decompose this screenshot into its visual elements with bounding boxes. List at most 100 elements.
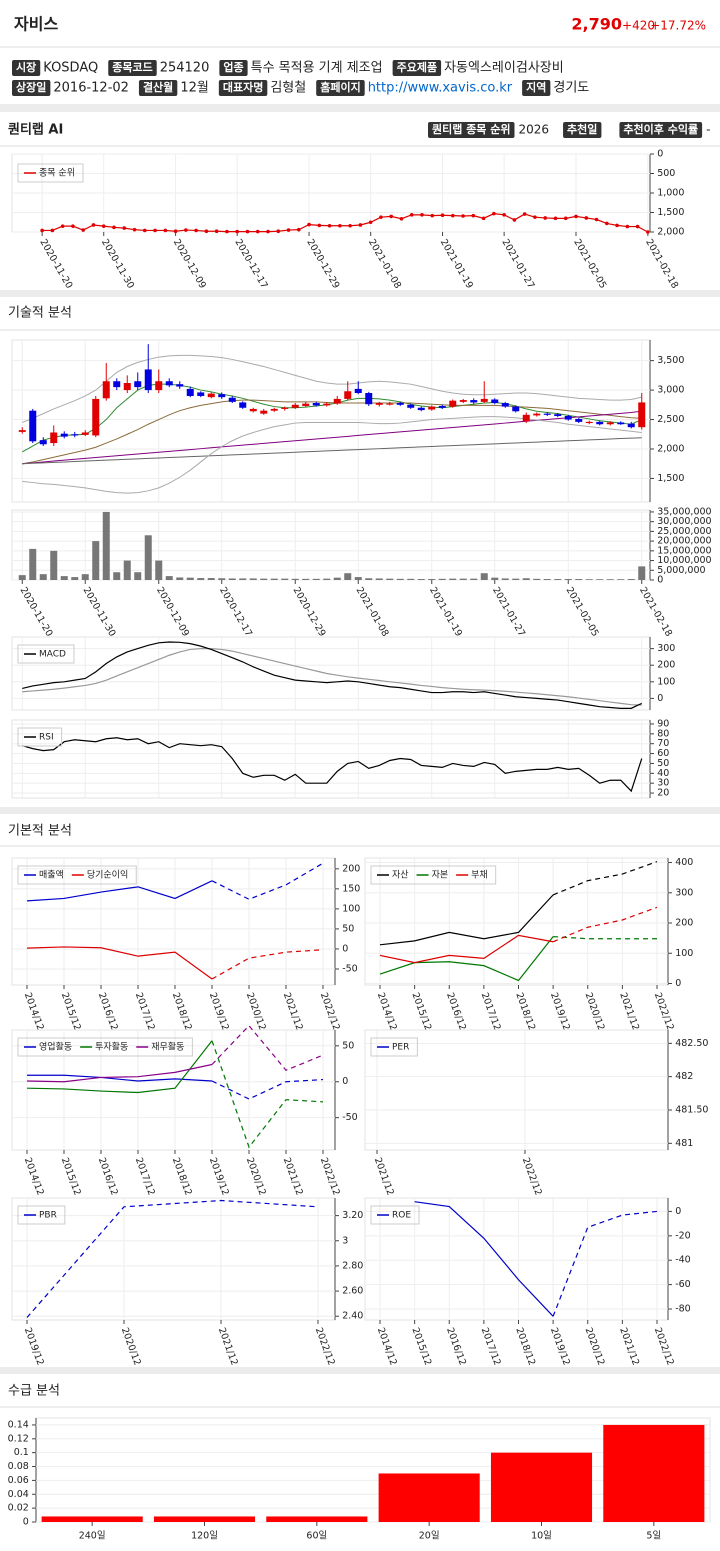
volume-bar	[365, 578, 373, 580]
badge-label: 업종	[223, 61, 243, 74]
fundamental-line	[379, 894, 554, 946]
fundamental-line	[379, 934, 554, 964]
volume-bar	[417, 579, 425, 580]
candle-body	[270, 408, 278, 411]
candle-body	[386, 403, 394, 405]
y-tick-label: 482.50	[675, 1038, 708, 1049]
y-tick-label: 200	[342, 863, 360, 874]
fundamental-line	[27, 1074, 213, 1082]
volume-bar	[491, 577, 499, 580]
y-tick-label: 5,000,000	[657, 565, 705, 576]
y-tick-label: 35,000,000	[657, 506, 711, 517]
legend-box	[370, 865, 497, 885]
y-tick-label: 2.40	[342, 1311, 363, 1322]
rank-point	[81, 228, 85, 232]
candle-body	[29, 410, 37, 442]
rank-point	[420, 213, 424, 217]
badge-label: 상장일	[16, 80, 46, 94]
info-value: 12월	[180, 81, 209, 96]
section-title: 기본적 분석	[8, 824, 72, 839]
volume-bar	[176, 577, 184, 580]
bar	[603, 1424, 705, 1522]
badge-label: 홈페이지	[320, 80, 360, 94]
bar	[266, 1516, 368, 1522]
volume-bar	[449, 578, 457, 580]
candle-body	[438, 405, 446, 408]
stock-name: 자비스	[14, 15, 58, 34]
volume-bar	[60, 576, 68, 580]
rank-point	[481, 216, 486, 221]
candle-body	[533, 413, 541, 416]
candle-body	[344, 391, 352, 399]
candle-body	[459, 400, 467, 402]
legend-label: RSI	[39, 733, 54, 743]
rank-point	[358, 223, 363, 227]
badge-label: 추천일	[567, 122, 597, 136]
fundamental-line	[26, 1063, 213, 1083]
y-tick-label: 0.14	[8, 1419, 29, 1430]
volume-bar	[134, 572, 142, 580]
badge-label: 주요제품	[397, 60, 437, 74]
rank-point	[214, 229, 219, 234]
rank-point	[502, 213, 506, 217]
rank-point	[235, 229, 239, 234]
fundamental-line	[552, 906, 658, 943]
candle-body	[197, 392, 205, 396]
legend-box	[370, 1205, 420, 1225]
legend-box	[17, 1205, 66, 1225]
fundamental-line	[211, 1024, 324, 1071]
volume-bar	[323, 578, 331, 580]
legend-label: 당기순이익	[87, 869, 128, 881]
candle-body	[512, 406, 520, 412]
badge-label: 종목코드	[112, 61, 152, 74]
section-title: 기술적 분석	[8, 306, 72, 321]
fundamental-line	[552, 1210, 658, 1317]
rank-point	[533, 215, 537, 219]
candle-body	[302, 403, 310, 406]
rank-point	[60, 224, 65, 228]
volume-bar	[522, 578, 530, 580]
rank-point	[276, 229, 281, 234]
volume-bar	[428, 579, 436, 580]
rank-point	[389, 214, 394, 219]
candle-body	[354, 388, 362, 394]
info-value: 특수 목적용 기계 제조업	[251, 61, 383, 76]
legend-label: MACD	[39, 650, 66, 660]
bar	[490, 1452, 593, 1522]
rank-point	[204, 229, 209, 234]
quantilab-panel	[0, 112, 720, 290]
legend-label: 매출액	[39, 869, 64, 881]
volume-bar	[228, 578, 236, 580]
y-tick-label: 80	[657, 728, 669, 739]
rank-point	[635, 224, 640, 229]
y-tick-label: 0	[342, 1076, 348, 1087]
fundamental-line	[379, 936, 554, 982]
badge	[12, 80, 51, 96]
candle-body	[480, 398, 488, 402]
info-value: http://www.xavis.co.kr	[368, 81, 513, 96]
section-title: 수급 분석	[8, 1384, 60, 1399]
badge-label: 퀀티랩 종목 순위	[432, 122, 511, 136]
candle-body	[596, 421, 604, 425]
legend-label: 영업활동	[39, 1041, 72, 1053]
badge	[218, 80, 268, 96]
y-tick-label: 20,000,000	[657, 536, 711, 547]
price-change: +420	[622, 19, 655, 33]
volume-bar	[218, 578, 226, 580]
legend-label: 종목 순위	[39, 168, 75, 179]
volume-bar	[281, 578, 289, 580]
volume-bar	[113, 572, 121, 580]
volume-bar	[459, 578, 467, 580]
candle-body	[102, 381, 110, 399]
rank-point	[112, 225, 116, 230]
candle-body	[260, 410, 268, 414]
legend-box	[17, 727, 63, 747]
x-tick-label: 20일	[419, 1531, 440, 1542]
volume-bar	[407, 578, 415, 580]
candle-body	[501, 403, 509, 407]
rank-point	[327, 223, 332, 228]
fundamental-line	[26, 946, 213, 980]
volume-bar	[144, 535, 152, 580]
candle-body	[50, 432, 58, 444]
moving-average	[22, 416, 642, 494]
